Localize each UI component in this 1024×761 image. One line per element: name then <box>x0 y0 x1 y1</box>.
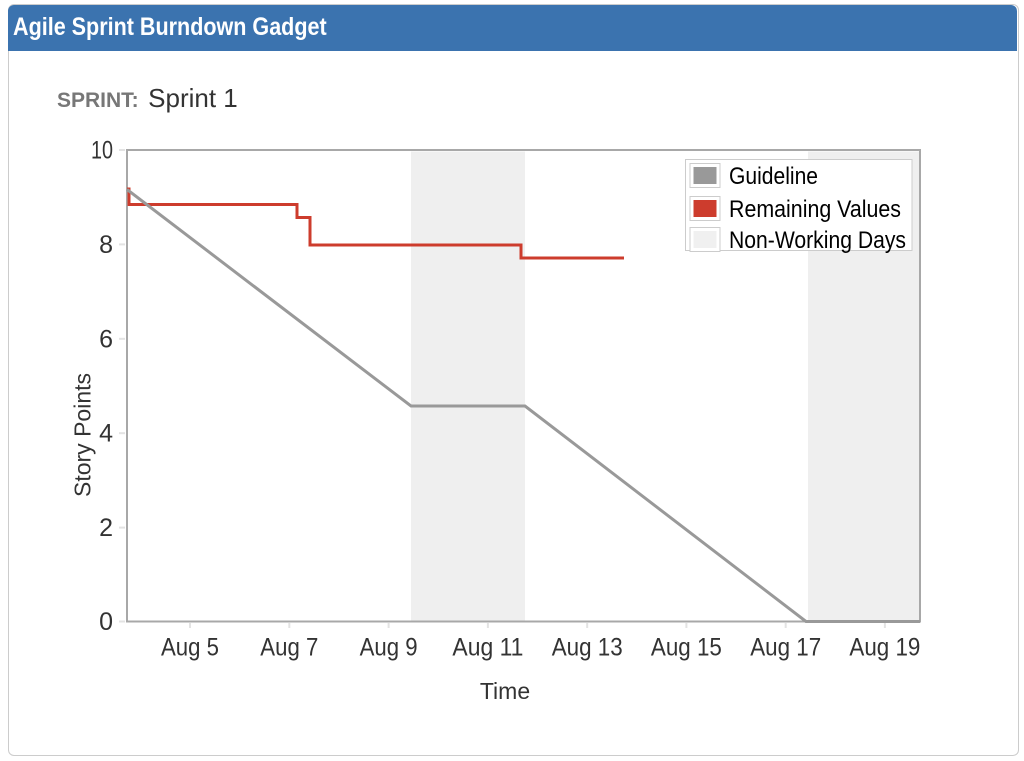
svg-text:Aug 5: Aug 5 <box>161 634 219 662</box>
svg-text:Guideline: Guideline <box>729 163 818 190</box>
svg-text:10: 10 <box>91 137 113 165</box>
svg-text:2: 2 <box>99 514 113 542</box>
svg-text:Aug 7: Aug 7 <box>260 634 318 662</box>
svg-text:Aug 9: Aug 9 <box>360 634 418 662</box>
svg-text:8: 8 <box>99 231 113 259</box>
svg-text:Aug 15: Aug 15 <box>651 634 722 662</box>
svg-text:Aug 13: Aug 13 <box>552 634 623 662</box>
svg-text:Aug 17: Aug 17 <box>750 634 821 662</box>
svg-text:4: 4 <box>99 420 113 448</box>
svg-text:6: 6 <box>99 325 113 353</box>
svg-text:Time: Time <box>480 678 530 704</box>
svg-text:Remaining Values: Remaining Values <box>729 196 901 223</box>
svg-text:0: 0 <box>99 608 113 636</box>
svg-text:Aug 11: Aug 11 <box>452 634 523 662</box>
svg-text:Non-Working Days: Non-Working Days <box>729 227 906 254</box>
svg-text:Aug 19: Aug 19 <box>849 634 920 662</box>
svg-text:Story Points: Story Points <box>70 373 96 497</box>
